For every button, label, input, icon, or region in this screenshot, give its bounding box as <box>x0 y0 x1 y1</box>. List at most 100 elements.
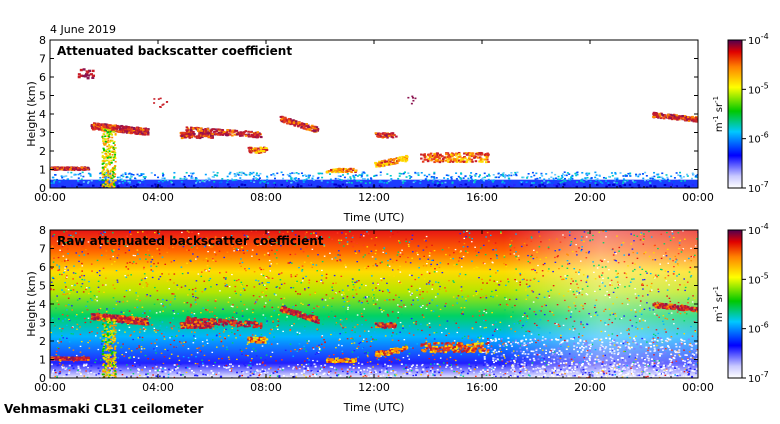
boundary-layer-speckle <box>458 176 460 178</box>
noise-speckle <box>96 300 98 301</box>
cloud-patch <box>434 156 437 158</box>
noise-speckle <box>138 347 140 348</box>
boundary-layer-speckle <box>56 179 58 181</box>
boundary-layer-speckle <box>54 180 56 182</box>
boundary-layer-speckle <box>332 181 334 183</box>
noise-speckle <box>145 329 147 330</box>
noise-speckle <box>603 311 605 312</box>
noise-speckle <box>311 267 313 268</box>
noise-speckle <box>417 299 419 300</box>
precipitation <box>107 155 109 157</box>
noise-speckle <box>436 305 438 306</box>
noise-speckle <box>429 323 431 324</box>
noise-speckle <box>103 231 105 232</box>
boundary-layer-speckle <box>352 175 354 177</box>
noise-speckle <box>564 237 566 238</box>
noise-speckle <box>635 316 637 317</box>
noise-speckle <box>262 362 264 363</box>
mid-cloud <box>211 133 214 135</box>
noise-speckle <box>68 304 70 305</box>
noise-speckle <box>129 262 131 263</box>
noise-speckle <box>142 231 144 232</box>
noise-speckle <box>677 311 679 312</box>
noise-speckle <box>104 232 106 233</box>
noise-speckle <box>578 247 580 248</box>
noise-speckle <box>73 265 75 266</box>
cloud-layer <box>95 127 98 129</box>
noise-speckle <box>399 256 401 257</box>
boundary-layer-speckle <box>668 180 670 182</box>
boundary-layer-speckle <box>409 175 411 177</box>
noise-speckle <box>628 255 630 256</box>
noise-speckle <box>265 317 267 318</box>
noise-speckle <box>373 294 375 295</box>
noise-speckle <box>578 273 580 274</box>
boundary-layer-speckle <box>235 179 237 181</box>
colorbar-1 <box>728 40 742 188</box>
noise-speckle <box>370 361 372 362</box>
boundary-layer-speckle <box>51 181 53 183</box>
noise-speckle <box>578 333 580 334</box>
noise-speckle <box>214 252 216 253</box>
boundary-layer-speckle <box>503 172 505 174</box>
boundary-layer-speckle <box>432 182 434 184</box>
noise-speckle <box>441 332 443 333</box>
noise-speckle <box>573 302 575 303</box>
noise-speckle <box>192 289 194 290</box>
noise-speckle <box>53 258 55 259</box>
noise-speckle <box>676 275 678 276</box>
noise-speckle <box>570 283 572 284</box>
noise-speckle <box>70 290 72 291</box>
noise-speckle <box>607 277 609 278</box>
noise-speckle <box>192 253 194 254</box>
noise-speckle <box>195 302 197 303</box>
noise-speckle <box>62 294 64 295</box>
noise-speckle <box>648 365 650 366</box>
mid-cloud <box>247 131 250 133</box>
noise-speckle <box>399 360 401 361</box>
mid-cloud <box>242 132 245 134</box>
noise-speckle <box>691 256 693 257</box>
noise-speckle <box>681 251 683 252</box>
noise-speckle <box>169 337 171 338</box>
noise-speckle <box>527 286 529 287</box>
boundary-layer-speckle <box>342 174 344 176</box>
noise-speckle <box>523 323 525 324</box>
boundary-layer-speckle <box>601 182 603 184</box>
boundary-layer-speckle <box>433 178 435 180</box>
noise-speckle <box>475 322 477 323</box>
noise-speckle <box>440 262 442 263</box>
noise-speckle <box>392 332 394 333</box>
noise-speckle <box>391 361 393 362</box>
cloud-layer <box>96 124 99 126</box>
noise-speckle <box>317 362 319 363</box>
boundary-layer-speckle <box>427 180 429 182</box>
noise-speckle <box>602 272 604 273</box>
cloud-patch <box>450 154 453 156</box>
noise-speckle <box>496 254 498 255</box>
boundary-layer-speckle <box>124 172 126 174</box>
noise-speckle <box>82 283 84 284</box>
noise-speckle <box>133 357 135 358</box>
noise-speckle <box>76 329 78 330</box>
boundary-layer-speckle <box>308 175 310 177</box>
noise-speckle <box>101 343 103 344</box>
noise-speckle <box>579 362 581 363</box>
noise-speckle <box>117 280 119 281</box>
noise-speckle <box>510 246 512 247</box>
precipitation <box>114 154 116 156</box>
noise-speckle <box>417 329 419 330</box>
noise-speckle <box>430 264 432 265</box>
noise-speckle <box>100 308 102 309</box>
noise-speckle <box>595 349 597 350</box>
noise-speckle <box>52 246 54 247</box>
noise-speckle <box>361 313 363 314</box>
boundary-layer-speckle <box>289 173 291 175</box>
precipitation <box>115 180 117 182</box>
noise-speckle <box>549 311 551 312</box>
noise-speckle <box>576 251 578 252</box>
noise-speckle <box>165 306 167 307</box>
noise-speckle <box>343 306 345 307</box>
boundary-layer-speckle <box>642 173 644 175</box>
noise-speckle <box>580 321 582 322</box>
